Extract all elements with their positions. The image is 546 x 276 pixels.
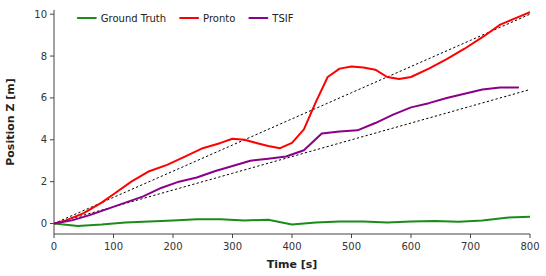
reference-line <box>54 14 530 223</box>
legend-entry: Pronto <box>180 13 235 24</box>
legend-entry: TSIF <box>249 13 293 24</box>
legend-label: Ground Truth <box>101 13 166 24</box>
x-tick-label: 700 <box>461 241 480 252</box>
x-tick-label: 0 <box>51 241 57 252</box>
y-axis-label: Position Z [m] <box>4 78 17 166</box>
y-tick <box>50 97 54 98</box>
y-tick-label: 2 <box>41 176 47 187</box>
x-tick-label: 200 <box>163 241 182 252</box>
x-axis-label: Time [s] <box>267 258 318 271</box>
x-tick-label: 100 <box>104 241 123 252</box>
legend-swatch <box>180 17 198 19</box>
legend-entry: Ground Truth <box>78 13 166 24</box>
x-tick <box>173 234 174 238</box>
series-line <box>54 87 518 223</box>
y-tick <box>50 223 54 224</box>
x-tick-label: 300 <box>223 241 242 252</box>
x-tick-label: 800 <box>520 241 539 252</box>
legend-label: Pronto <box>203 13 235 24</box>
x-tick <box>530 234 531 238</box>
y-tick <box>50 14 54 15</box>
x-tick <box>54 234 55 238</box>
legend-swatch <box>249 17 267 19</box>
legend-swatch <box>78 17 96 19</box>
y-tick-label: 10 <box>34 9 47 20</box>
x-tick-label: 600 <box>401 241 420 252</box>
y-tick <box>50 139 54 140</box>
y-tick-label: 4 <box>41 134 47 145</box>
y-tick <box>50 56 54 57</box>
y-tick <box>50 181 54 182</box>
x-tick <box>351 234 352 238</box>
y-axis-line <box>54 10 55 234</box>
x-tick <box>470 234 471 238</box>
legend: Ground Truth Pronto TSIF <box>78 13 294 24</box>
x-tick-label: 500 <box>342 241 361 252</box>
series-line <box>54 217 530 226</box>
x-tick <box>113 234 114 238</box>
y-tick-label: 0 <box>41 218 47 229</box>
x-tick <box>232 234 233 238</box>
y-tick-label: 6 <box>41 92 47 103</box>
x-tick <box>411 234 412 238</box>
series-line <box>54 12 530 223</box>
legend-label: TSIF <box>271 13 293 24</box>
plot-area <box>54 12 530 226</box>
chart: 0 100 200 300 400 500 600 700 800 0 2 4 6 8 10 Time [s]… <box>0 0 546 276</box>
x-tick <box>292 234 293 238</box>
x-tick-label: 400 <box>282 241 301 252</box>
y-tick-label: 8 <box>41 51 47 62</box>
